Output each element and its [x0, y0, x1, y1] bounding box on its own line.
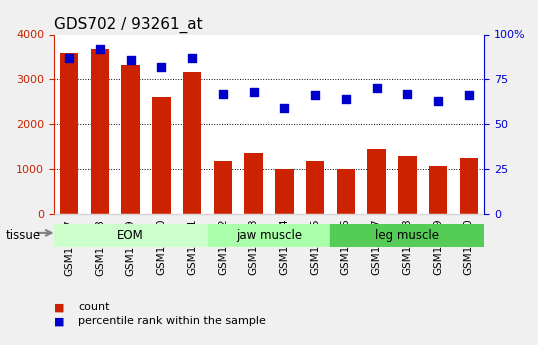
Point — [188, 55, 196, 61]
Bar — [244, 153, 263, 214]
Bar — [330, 224, 484, 247]
Text: percentile rank within the sample: percentile rank within the sample — [78, 316, 266, 326]
Bar — [91, 49, 109, 214]
Bar — [429, 166, 447, 214]
Point — [280, 105, 289, 111]
Point — [434, 98, 442, 104]
Text: GDS702 / 93261_at: GDS702 / 93261_at — [54, 17, 202, 33]
Bar — [275, 169, 294, 214]
Point — [464, 93, 473, 98]
Point — [342, 96, 350, 102]
Text: jaw muscle: jaw muscle — [236, 229, 302, 242]
Bar — [306, 161, 324, 214]
Point — [249, 89, 258, 95]
Point — [372, 86, 381, 91]
Text: count: count — [78, 303, 110, 313]
Bar — [459, 158, 478, 214]
Point — [311, 93, 320, 98]
Bar — [60, 53, 79, 214]
Text: leg muscle: leg muscle — [376, 229, 440, 242]
Point — [218, 91, 227, 97]
Text: ■: ■ — [54, 316, 65, 326]
Point — [65, 55, 74, 61]
Point — [157, 64, 166, 70]
Bar — [122, 65, 140, 214]
Point — [96, 46, 104, 52]
Bar — [152, 97, 171, 214]
Bar — [367, 149, 386, 214]
Bar — [398, 157, 416, 214]
Bar — [214, 161, 232, 214]
Bar — [183, 72, 201, 214]
Text: ■: ■ — [54, 303, 65, 313]
Bar — [54, 224, 208, 247]
Text: EOM: EOM — [117, 229, 144, 242]
Bar — [208, 224, 330, 247]
Bar — [337, 169, 355, 214]
Point — [126, 57, 135, 62]
Text: tissue: tissue — [5, 229, 40, 242]
Point — [403, 91, 412, 97]
